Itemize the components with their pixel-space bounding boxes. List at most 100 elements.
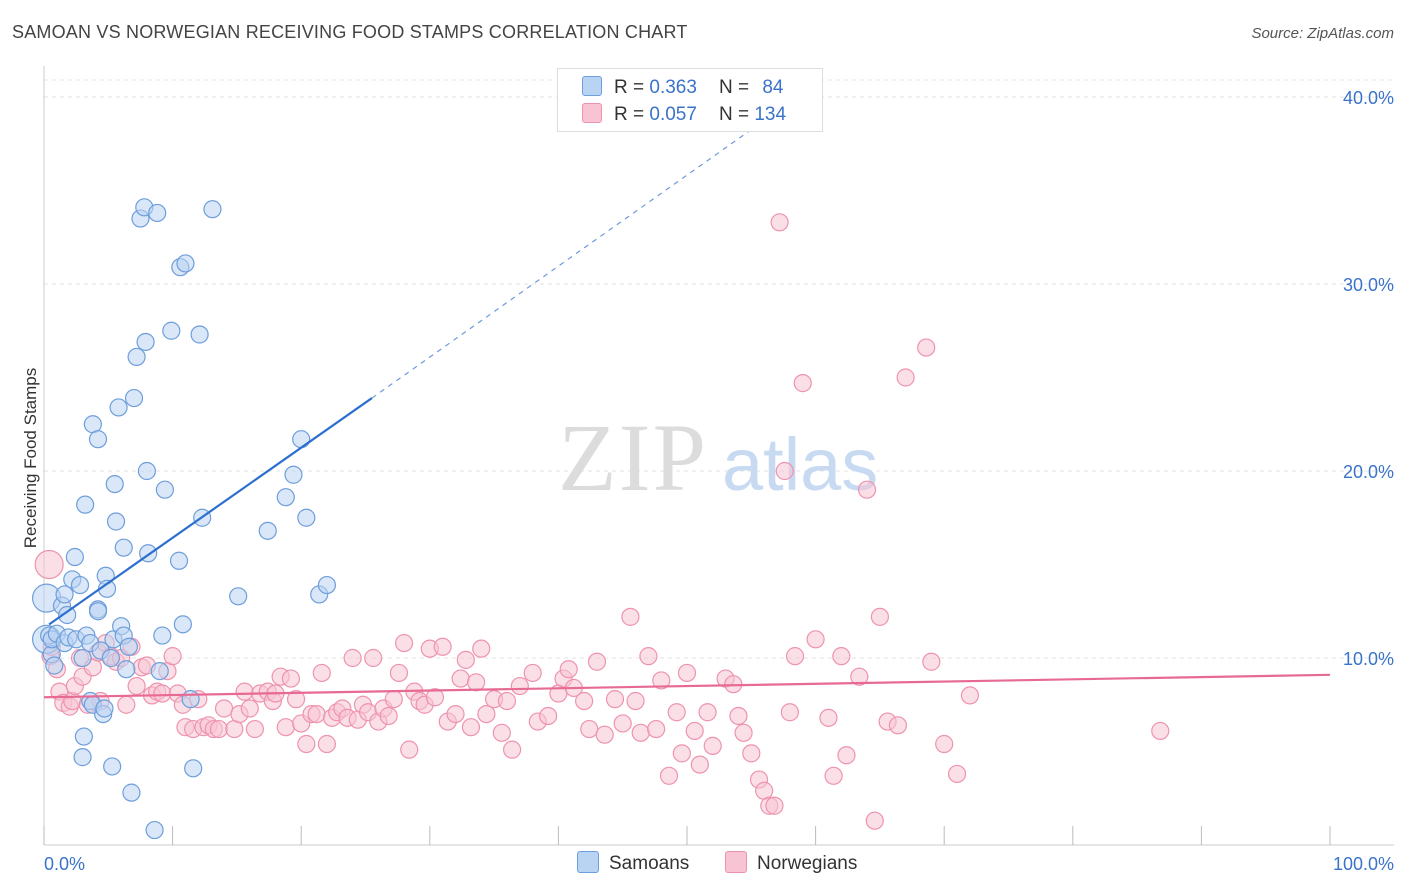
legend-r-label: R = bbox=[614, 77, 645, 98]
y-tick-label: 20.0% bbox=[1343, 462, 1394, 482]
norwegian-point bbox=[677, 663, 697, 683]
norwegian-point bbox=[785, 647, 805, 666]
samoan-point bbox=[297, 508, 316, 527]
norwegian-point bbox=[613, 714, 632, 733]
samoan-point bbox=[276, 488, 295, 507]
norwegian-point bbox=[312, 663, 331, 683]
norwegian-point bbox=[775, 461, 794, 481]
samoan-point bbox=[95, 699, 114, 718]
legend-swatch-norwegians bbox=[582, 103, 602, 123]
norwegian-point bbox=[729, 706, 748, 726]
norwegian-point bbox=[34, 549, 64, 580]
samoan-point bbox=[284, 465, 303, 484]
samoan-point bbox=[73, 648, 92, 668]
samoan-point bbox=[58, 605, 77, 625]
legend-n-value: 84 bbox=[762, 77, 784, 98]
norwegian-point bbox=[690, 755, 709, 774]
legend-n-value: 134 bbox=[754, 104, 787, 125]
samoan-trend-extension bbox=[371, 124, 759, 399]
norwegian-point bbox=[466, 673, 486, 692]
legend-n-label: N = bbox=[718, 104, 750, 125]
norwegian-point bbox=[742, 744, 761, 763]
samoan-point bbox=[203, 200, 222, 219]
legend-swatch-samoans bbox=[582, 76, 602, 96]
x-tick-label: 100.0% bbox=[1333, 854, 1394, 874]
samoan-point bbox=[106, 512, 126, 531]
norwegian-point bbox=[307, 704, 326, 724]
samoan-point bbox=[148, 203, 167, 223]
samoan-point bbox=[145, 820, 164, 840]
norwegian-point bbox=[209, 719, 228, 739]
norwegian-point bbox=[240, 699, 259, 718]
norwegian-point bbox=[394, 633, 414, 653]
samoan-point bbox=[127, 347, 146, 367]
norwegian-point bbox=[503, 740, 522, 759]
y-tick-label: 30.0% bbox=[1343, 275, 1394, 295]
norwegian-point bbox=[770, 213, 789, 232]
bottom-legend-label: Samoans bbox=[609, 853, 690, 874]
samoan-point bbox=[173, 615, 192, 634]
samoan-point bbox=[74, 727, 93, 746]
norwegian-point bbox=[667, 703, 686, 722]
legend-r-value: 0.057 bbox=[649, 104, 697, 125]
norwegian-trend-line bbox=[43, 673, 1331, 699]
legend-n-label: N = bbox=[718, 77, 750, 98]
samoan-point bbox=[176, 254, 195, 273]
y-tick-label: 40.0% bbox=[1343, 88, 1394, 108]
norwegian-point bbox=[456, 650, 475, 669]
norwegian-point bbox=[587, 652, 607, 671]
norwegian-point bbox=[472, 639, 491, 658]
norwegian-point bbox=[400, 740, 419, 759]
samoan-point bbox=[114, 538, 133, 557]
samoan-point bbox=[258, 521, 277, 540]
norwegian-point bbox=[559, 660, 578, 679]
samoan-point bbox=[101, 648, 120, 668]
norwegian-point bbox=[922, 652, 941, 671]
norwegian-point bbox=[857, 480, 877, 499]
norwegian-point bbox=[425, 688, 445, 707]
norwegian-point bbox=[780, 703, 799, 722]
watermark-zip: ZIP bbox=[558, 404, 708, 511]
norwegian-point bbox=[446, 704, 465, 724]
norwegian-point bbox=[286, 690, 306, 709]
samoan-point bbox=[124, 388, 144, 408]
samoan-point bbox=[317, 575, 337, 595]
samoan-point bbox=[181, 690, 200, 709]
samoan-point bbox=[65, 547, 84, 567]
norwegian-point bbox=[281, 669, 301, 688]
samoan-point bbox=[119, 637, 138, 656]
samoan-point bbox=[117, 660, 136, 679]
trend-lines bbox=[43, 124, 1331, 699]
norwegian-point bbox=[647, 719, 666, 739]
norwegian-point bbox=[539, 706, 558, 726]
norwegian-point bbox=[523, 663, 542, 683]
norwegian-point bbox=[127, 676, 146, 696]
samoan-point bbox=[155, 480, 174, 499]
samoan-points bbox=[31, 198, 337, 840]
norwegian-point bbox=[698, 703, 717, 722]
samoan-point bbox=[55, 585, 74, 604]
legend-r-value: 0.363 bbox=[649, 77, 697, 98]
legend-box: R = 0.363 N = 84 R = 0.057 N = 134 bbox=[557, 68, 823, 132]
norwegian-point bbox=[626, 691, 645, 711]
norwegian-point bbox=[451, 669, 470, 688]
norwegian-point bbox=[63, 691, 82, 711]
norwegian-point bbox=[510, 676, 529, 696]
norwegian-point bbox=[297, 734, 316, 754]
norwegian-point bbox=[652, 671, 671, 690]
norwegian-point bbox=[117, 695, 136, 714]
samoan-trend-line bbox=[48, 397, 373, 626]
norwegian-point bbox=[389, 663, 409, 683]
y-axis-label: Receiving Food Stamps bbox=[21, 368, 40, 548]
norwegian-point bbox=[461, 718, 481, 737]
norwegian-point bbox=[819, 708, 838, 727]
norwegian-point bbox=[765, 796, 784, 815]
bottom-legend-norwegians: Norwegians bbox=[725, 851, 857, 875]
norwegian-point bbox=[850, 667, 869, 686]
norwegian-point bbox=[497, 691, 517, 711]
samoan-point bbox=[137, 461, 156, 481]
axes bbox=[43, 66, 1394, 846]
samoan-point bbox=[292, 430, 311, 449]
norwegian-point bbox=[870, 607, 890, 626]
bottom-legend-samoans: Samoans bbox=[577, 851, 689, 875]
